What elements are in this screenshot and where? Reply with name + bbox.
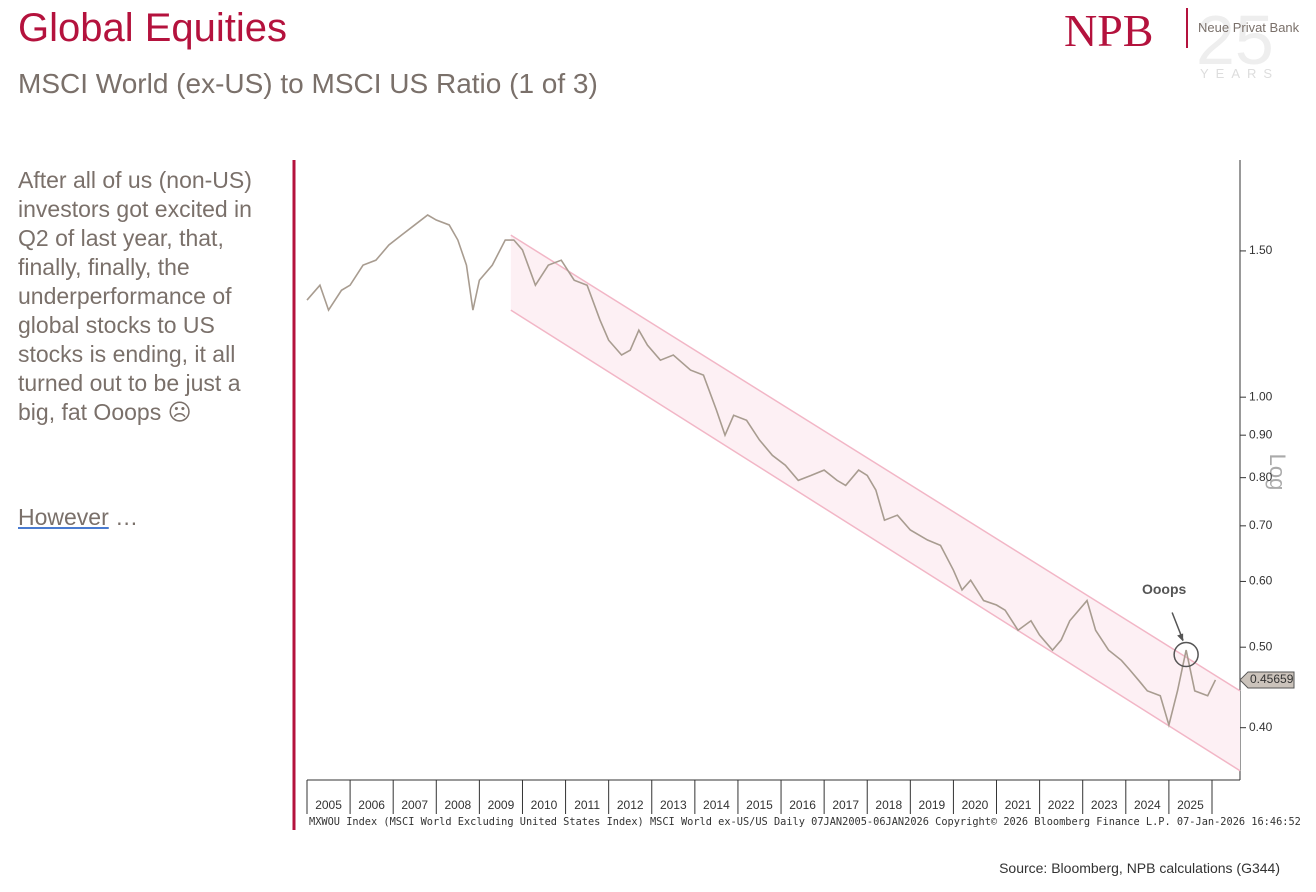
channel-fill [510,235,1240,771]
y-tick-label: 0.90 [1249,427,1273,441]
y-tick-label: 0.70 [1249,518,1273,532]
anniversary-label: YEARS [1200,66,1280,81]
source: Source: Bloomberg, NPB calculations (G34… [999,860,1280,876]
last-value-tag [1239,671,1295,689]
x-tick-label: 2017 [832,798,859,812]
y-tick-label: 0.40 [1249,720,1273,734]
x-tick-label: 2024 [1134,798,1161,812]
x-tick-label: 2013 [660,798,687,812]
y-tick-label: 1.50 [1249,243,1273,257]
x-tick-label: 2015 [746,798,773,812]
annotation-label: Ooops [1142,581,1187,597]
x-tick-label: 2022 [1048,798,1075,812]
logo-divider [1186,8,1188,48]
x-tick-label: 2025 [1177,798,1204,812]
x-tick-label: 2021 [1005,798,1032,812]
slide-title: Global Equities [18,6,288,50]
annotation-circle [1173,641,1199,668]
logo: NPB [1064,5,1154,56]
x-tick-label: 2010 [531,798,558,812]
slide-subtitle: MSCI World (ex-US) to MSCI US Ratio (1 o… [18,68,598,99]
x-tick-label: 2023 [1091,798,1118,812]
link[interactable]: However [18,504,109,530]
annotation-arrowhead [1177,633,1184,642]
last-value-label: 0.45659 [1250,672,1294,686]
body-text: After all of us (non-US) investors got e… [18,167,252,425]
x-tick-label: 2020 [962,798,989,812]
y-tick-label: 0.60 [1249,574,1273,588]
footnote: MXWOU Index (MSCI World Excluding United… [309,816,1301,828]
channel-upper [510,234,1241,692]
x-tick-label: 2018 [875,798,902,812]
y-tick-label: 1.00 [1249,389,1273,403]
x-tick-label: 2011 [574,798,600,812]
channel-lower [510,309,1241,772]
x-tick-label: 2009 [488,798,515,812]
x-tick-label: 2008 [444,798,471,812]
series-line [306,214,1217,729]
x-tick-label: 2006 [358,798,385,812]
x-tick-label: 2016 [789,798,816,812]
y-tick-label: 0.50 [1249,639,1273,653]
x-tick-label: 2012 [617,798,644,812]
x-tick-label: 2007 [401,798,428,812]
x-tick-label: 2005 [315,798,342,812]
y-axis-label: Log [1265,454,1290,491]
more: However … [18,504,138,531]
x-tick-label: 2019 [919,798,946,812]
y-tick-label: 0.80 [1249,470,1273,484]
bank-name: Neue Privat Bank [1198,20,1300,35]
ellipsis: … [108,504,139,530]
x-tick-label: 2014 [703,798,730,812]
